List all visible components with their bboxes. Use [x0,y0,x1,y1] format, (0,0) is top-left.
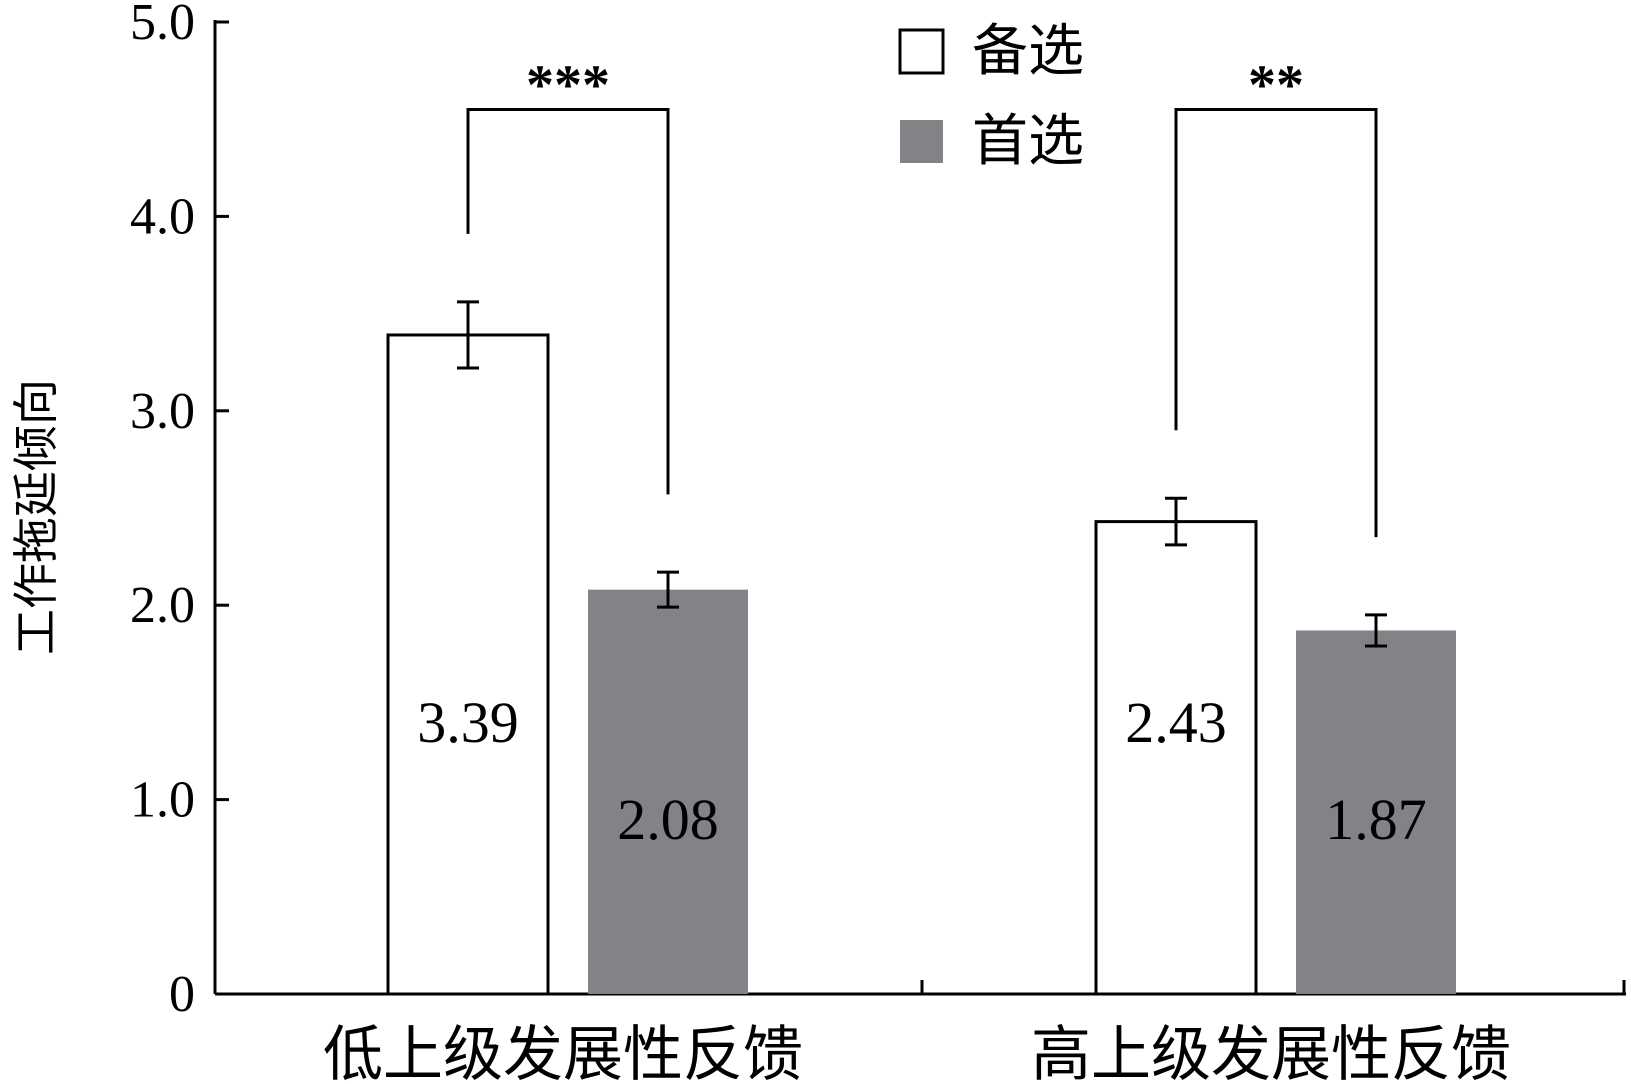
bar [1094,520,1258,996]
y-tick-label: 3.0 [130,383,195,440]
significance-label: ** [1248,54,1304,116]
significance-brackets: *** ** [466,54,1378,538]
data-label: 1.87 [1325,787,1427,852]
data-labels: 3.39 2.08 2.43 1.87 [417,690,1427,852]
bars [386,333,1456,996]
y-tick-label: 5.0 [130,0,195,51]
axes: 0 1.0 2.0 3.0 4.0 5.0 低上级发展性反馈 高上级发展性反馈 [130,0,1626,1084]
bar [1296,630,1456,994]
data-label: 2.43 [1125,690,1227,755]
y-tick-label: 2.0 [130,577,195,634]
significance-bracket [466,107,670,495]
y-tick-label: 0 [169,966,195,1023]
x-category-label: 高上级发展性反馈 [1031,1020,1511,1084]
data-label: 3.39 [417,690,519,755]
error-bars [457,300,1387,648]
legend-swatch [900,120,943,163]
data-label: 2.08 [617,787,719,852]
x-category-label: 低上级发展性反馈 [323,1020,803,1084]
y-tick-label: 1.0 [130,772,195,829]
y-axis-label: 工作拖延倾向 [9,379,63,655]
y-tick-label: 4.0 [130,188,195,245]
significance-label: *** [526,54,610,116]
legend-label: 备选 [972,19,1084,84]
legend-swatch [898,28,945,75]
significance-bracket [1174,107,1378,538]
legend-label: 首选 [972,109,1084,174]
bar [588,589,748,994]
bar [386,333,550,996]
